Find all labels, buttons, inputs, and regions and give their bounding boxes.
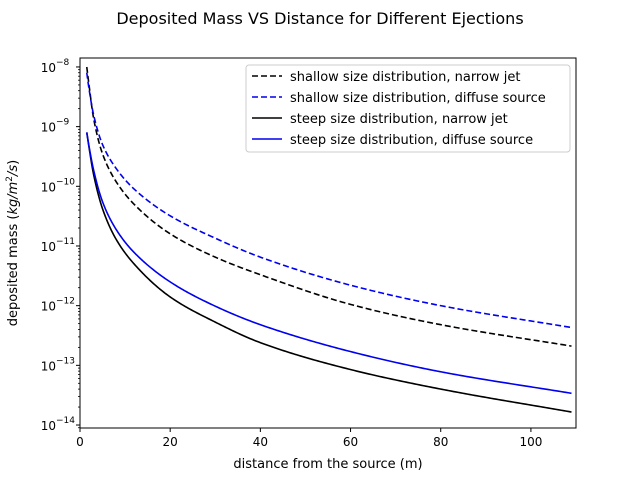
legend-label-2: shallow size distribution, diffuse sourc…: [290, 91, 546, 106]
series-line-2: [85, 72, 572, 329]
y-tick-label: 10: [41, 419, 56, 433]
y-tick-label: 10: [41, 359, 56, 373]
y-tick-label-exponent: −9: [56, 118, 70, 128]
y-tick-label-exponent: −11: [56, 237, 75, 247]
x-tick-label: 100: [519, 435, 542, 449]
series-line-3: [85, 131, 572, 413]
x-tick-label: 40: [253, 435, 268, 449]
legend-box: [245, 64, 571, 153]
legend-label-1: shallow size distribution, narrow jet: [290, 70, 520, 85]
y-axis-label: deposited mass (kg/m2/s): [5, 160, 21, 327]
y-tick-label: 10: [41, 180, 56, 194]
legend: shallow size distribution, narrow jet sha…: [245, 64, 571, 153]
x-tick-label: 0: [76, 435, 84, 449]
plot-lines: [85, 66, 572, 413]
chart-title: Deposited Mass VS Distance for Different…: [116, 9, 523, 28]
series-line-1: [85, 66, 572, 347]
y-tick-label-exponent: −14: [56, 416, 75, 426]
plot-frame: [79, 57, 577, 429]
x-axis-label: distance from the source (m): [233, 457, 422, 472]
y-tick-label-exponent: −8: [56, 58, 70, 68]
y-tick-label: 10: [41, 300, 56, 314]
x-tick-label: 20: [163, 435, 178, 449]
x-tick-label: 60: [343, 435, 358, 449]
y-tick-label: 10: [41, 240, 56, 254]
x-axis-ticks: 0 20 40 60 80 100: [76, 428, 542, 449]
y-tick-label: 10: [41, 61, 56, 75]
y-tick-label: 10: [41, 121, 56, 135]
y-tick-label-exponent: −10: [56, 177, 75, 187]
y-tick-label-exponent: −13: [56, 356, 75, 366]
x-tick-label: 80: [433, 435, 448, 449]
series-line-4: [85, 131, 572, 395]
legend-label-4: steep size distribution, diffuse source: [290, 133, 533, 148]
legend-label-3: steep size distribution, narrow jet: [290, 112, 508, 127]
y-tick-label-exponent: −12: [56, 297, 75, 307]
